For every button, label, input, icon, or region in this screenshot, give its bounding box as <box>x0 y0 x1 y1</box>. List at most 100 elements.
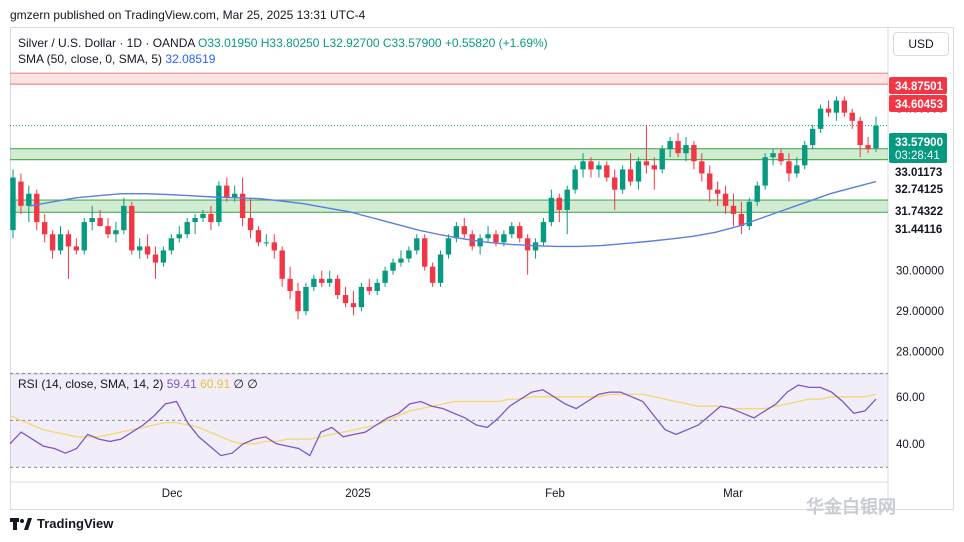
zone-2 <box>10 200 888 213</box>
price-label-1: 34.60453 <box>895 99 943 111</box>
price-label-2: 33.57900 <box>895 137 943 149</box>
candle-body-35 <box>287 278 293 291</box>
candle-body-23 <box>192 218 198 223</box>
rsi-line <box>9 384 877 457</box>
price-label-sub-2: 03:28:41 <box>895 150 940 162</box>
candle-body-44 <box>358 286 365 308</box>
price-label-bg-5 <box>889 202 947 219</box>
candle-body-93 <box>746 201 753 227</box>
price-label-3: 33.01173 <box>895 167 942 179</box>
candle-body-80 <box>643 161 650 166</box>
candle-body-90 <box>722 193 729 206</box>
candle-body-82 <box>659 149 665 170</box>
price-label-4: 32.74125 <box>895 184 944 196</box>
candle-body-87 <box>699 161 705 174</box>
price-tick-4: 28.00000 <box>896 347 944 359</box>
candle-body-68 <box>548 197 555 223</box>
candle-body-14 <box>121 205 127 231</box>
candle-body-8 <box>73 246 80 251</box>
rsi-label[interactable]: RSI (14, close, SMA, 14, 2) <box>18 377 164 391</box>
candle-body-29 <box>239 193 246 219</box>
price-label-bg-3 <box>889 163 947 180</box>
rsi-tick-0: 60.00 <box>896 392 925 404</box>
price-label-0: 34.87501 <box>895 81 944 93</box>
candle-body-100 <box>802 145 808 166</box>
candle-body-28 <box>231 193 238 198</box>
candle-body-52 <box>422 238 428 267</box>
candle-body-61 <box>493 234 499 243</box>
candle-body-7 <box>65 234 72 247</box>
price-label-6: 31.44116 <box>895 224 942 236</box>
candle-body-43 <box>350 303 357 308</box>
candle-body-85 <box>683 145 689 154</box>
candle-body-54 <box>437 254 444 283</box>
candle-body-47 <box>382 270 388 283</box>
candle-body-33 <box>271 242 277 251</box>
candle-body-57 <box>461 226 467 235</box>
publish-header: gmzern published on TradingView.com, Mar… <box>10 8 366 22</box>
candle-body-1 <box>18 181 24 206</box>
candle-body-30 <box>247 218 254 231</box>
candle-body-72 <box>580 161 586 170</box>
sma-label[interactable]: SMA (50, close, 0, SMA, 5) <box>18 52 163 66</box>
sma-line <box>29 180 877 248</box>
candle-body-5 <box>49 234 56 251</box>
rsi-legend[interactable]: RSI (14, close, SMA, 14, 2) 59.41 60.91 … <box>18 377 258 391</box>
time-label-1: 2025 <box>345 488 371 500</box>
candle-body-83 <box>667 141 673 150</box>
tradingview-logo-icon <box>10 517 32 530</box>
candle-body-36 <box>295 290 301 312</box>
candle-body-18 <box>152 254 159 263</box>
candle-body-101 <box>809 128 816 146</box>
candle-body-74 <box>596 165 602 170</box>
candle-body-86 <box>691 145 697 162</box>
candle-body-46 <box>374 282 380 291</box>
candle-body-21 <box>176 234 182 239</box>
time-label-2: Feb <box>545 488 565 500</box>
candle-body-89 <box>714 189 721 194</box>
candle-body-71 <box>572 169 578 190</box>
candle-body-94 <box>754 185 760 202</box>
candle-body-105 <box>841 100 848 113</box>
candle-body-75 <box>604 165 610 178</box>
price-label-bg-2 <box>889 133 947 163</box>
candle-body-22 <box>184 222 190 235</box>
price-label-bg-0 <box>889 77 947 94</box>
price-label-bg-4 <box>889 180 947 197</box>
footer-brand: TradingView <box>37 516 114 531</box>
candle-body-37 <box>303 286 309 312</box>
candle-body-107 <box>857 120 863 146</box>
candle-body-76 <box>612 177 618 190</box>
rsi-sma-value: 60.91 <box>200 377 231 391</box>
candle-body-64 <box>517 226 523 239</box>
candle-body-81 <box>651 165 658 170</box>
candle-body-24 <box>200 213 206 219</box>
watermark: 华金白银网 <box>806 497 896 517</box>
candle-body-77 <box>619 169 626 190</box>
candle-body-20 <box>168 238 175 251</box>
candle-body-109 <box>873 125 879 149</box>
candle-body-15 <box>129 205 135 251</box>
candle-body-95 <box>762 157 768 186</box>
zone-0 <box>10 73 888 85</box>
candle-body-88 <box>707 173 713 190</box>
candle-body-40 <box>326 278 333 283</box>
candle-body-99 <box>794 165 800 174</box>
candle-body-10 <box>89 218 95 223</box>
ohlc-values: O33.01950 H33.80250 L32.92700 C33.57900 … <box>198 36 548 50</box>
candle-body-11 <box>97 218 103 227</box>
candle-body-108 <box>865 145 871 150</box>
candle-body-48 <box>390 262 396 271</box>
symbol-legend[interactable]: Silver / U.S. Dollar · 1D · OANDA O33.01… <box>18 35 548 67</box>
candle-body-2 <box>26 193 32 206</box>
candle-body-98 <box>786 161 792 174</box>
candle-body-103 <box>825 108 832 113</box>
candle-body-59 <box>477 238 483 247</box>
price-label-5: 31.74322 <box>895 206 943 218</box>
footer-logo[interactable]: TradingView <box>10 516 113 531</box>
symbol-title[interactable]: Silver / U.S. Dollar · 1D · OANDA <box>18 36 195 50</box>
candle-body-45 <box>366 286 372 291</box>
currency-button[interactable]: USD <box>893 32 949 56</box>
candle-body-56 <box>453 226 460 239</box>
